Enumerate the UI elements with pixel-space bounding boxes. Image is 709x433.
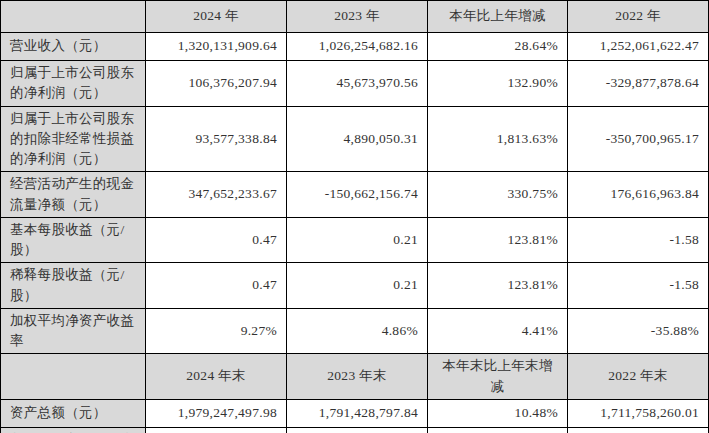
row-label: 资产总额（元） <box>1 399 146 427</box>
value-cell: 330.75% <box>428 172 568 218</box>
value-cell: 106,376,207.94 <box>146 61 287 107</box>
value-cell: 347,652,233.67 <box>146 172 287 218</box>
column-header-2023: 2023 年 <box>287 1 428 33</box>
column-header-2024-end: 2024 年末 <box>146 354 287 400</box>
value-cell: 0.21 <box>287 217 428 263</box>
value-cell: 1,711,758,260.01 <box>568 399 709 427</box>
table-row-total-assets: 资产总额（元） 1,979,247,497.98 1,791,428,797.8… <box>1 399 709 427</box>
value-cell: 4.86% <box>287 308 428 354</box>
column-header-2022: 2022 年 <box>568 1 709 33</box>
row-label: 归属于上市公司股东的净利润（元） <box>1 61 146 107</box>
table-header-row-annual: 2024 年 2023 年 本年比上年增减 2022 年 <box>1 1 709 33</box>
value-cell: 45,673,970.56 <box>287 61 428 107</box>
column-header-yoy-end-change: 本年末比上年末增减 <box>428 354 568 400</box>
value-cell: 772,252,127.45 <box>568 427 709 433</box>
corner-cell <box>1 1 146 33</box>
value-cell: 0.47 <box>146 263 287 309</box>
value-cell: 4.41% <box>428 308 568 354</box>
financial-summary-table: 2024 年 2023 年 本年比上年增减 2022 年 营业收入（元） 1,3… <box>0 0 709 433</box>
table-row-operating-cash-flow: 经营活动产生的现金流量净额（元） 347,652,233.67 -150,662… <box>1 172 709 218</box>
value-cell: 1,180,022,518.09 <box>146 427 287 433</box>
value-cell: -329,877,878.64 <box>568 61 709 107</box>
table-header-row-year-end: 2024 年末 2023 年末 本年末比上年末增减 2022 年末 <box>1 354 709 400</box>
value-cell: 1,096,478,337.44 <box>287 427 428 433</box>
row-label: 加权平均净资产收益率 <box>1 308 146 354</box>
table-row-net-assets: 归属于上市公司股东的净资产（元） 1,180,022,518.09 1,096,… <box>1 427 709 433</box>
value-cell: 7.62% <box>428 427 568 433</box>
row-label: 归属于上市公司股东的扣除非经常性损益的净利润（元） <box>1 106 146 172</box>
value-cell: 10.48% <box>428 399 568 427</box>
value-cell: 1,791,428,797.84 <box>287 399 428 427</box>
value-cell: 132.90% <box>428 61 568 107</box>
value-cell: -1.58 <box>568 217 709 263</box>
table-row-diluted-eps: 稀释每股收益（元/股） 0.47 0.21 123.81% -1.58 <box>1 263 709 309</box>
column-header-2024: 2024 年 <box>146 1 287 33</box>
column-header-2023-end: 2023 年末 <box>287 354 428 400</box>
value-cell: 28.64% <box>428 33 568 61</box>
table-row-basic-eps: 基本每股收益（元/股） 0.47 0.21 123.81% -1.58 <box>1 217 709 263</box>
row-label: 营业收入（元） <box>1 33 146 61</box>
value-cell: 93,577,338.84 <box>146 106 287 172</box>
value-cell: 176,616,963.84 <box>568 172 709 218</box>
table-row-net-profit: 归属于上市公司股东的净利润（元） 106,376,207.94 45,673,9… <box>1 61 709 107</box>
value-cell: 123.81% <box>428 217 568 263</box>
value-cell: 123.81% <box>428 263 568 309</box>
value-cell: 9.27% <box>146 308 287 354</box>
value-cell: -150,662,156.74 <box>287 172 428 218</box>
value-cell: -350,700,965.17 <box>568 106 709 172</box>
table-row-revenue: 营业收入（元） 1,320,131,909.64 1,026,254,682.1… <box>1 33 709 61</box>
value-cell: 1,252,061,622.47 <box>568 33 709 61</box>
corner-cell <box>1 354 146 400</box>
column-header-yoy-change: 本年比上年增减 <box>428 1 568 33</box>
table-row-net-profit-deducted: 归属于上市公司股东的扣除非经常性损益的净利润（元） 93,577,338.84 … <box>1 106 709 172</box>
value-cell: 1,320,131,909.64 <box>146 33 287 61</box>
value-cell: -35.88% <box>568 308 709 354</box>
column-header-2022-end: 2022 年末 <box>568 354 709 400</box>
row-label: 经营活动产生的现金流量净额（元） <box>1 172 146 218</box>
value-cell: -1.58 <box>568 263 709 309</box>
row-label: 基本每股收益（元/股） <box>1 217 146 263</box>
table-row-weighted-avg-roe: 加权平均净资产收益率 9.27% 4.86% 4.41% -35.88% <box>1 308 709 354</box>
row-label: 归属于上市公司股东的净资产（元） <box>1 427 146 433</box>
value-cell: 0.47 <box>146 217 287 263</box>
value-cell: 1,026,254,682.16 <box>287 33 428 61</box>
value-cell: 1,979,247,497.98 <box>146 399 287 427</box>
row-label: 稀释每股收益（元/股） <box>1 263 146 309</box>
value-cell: 1,813.63% <box>428 106 568 172</box>
value-cell: 4,890,050.31 <box>287 106 428 172</box>
value-cell: 0.21 <box>287 263 428 309</box>
